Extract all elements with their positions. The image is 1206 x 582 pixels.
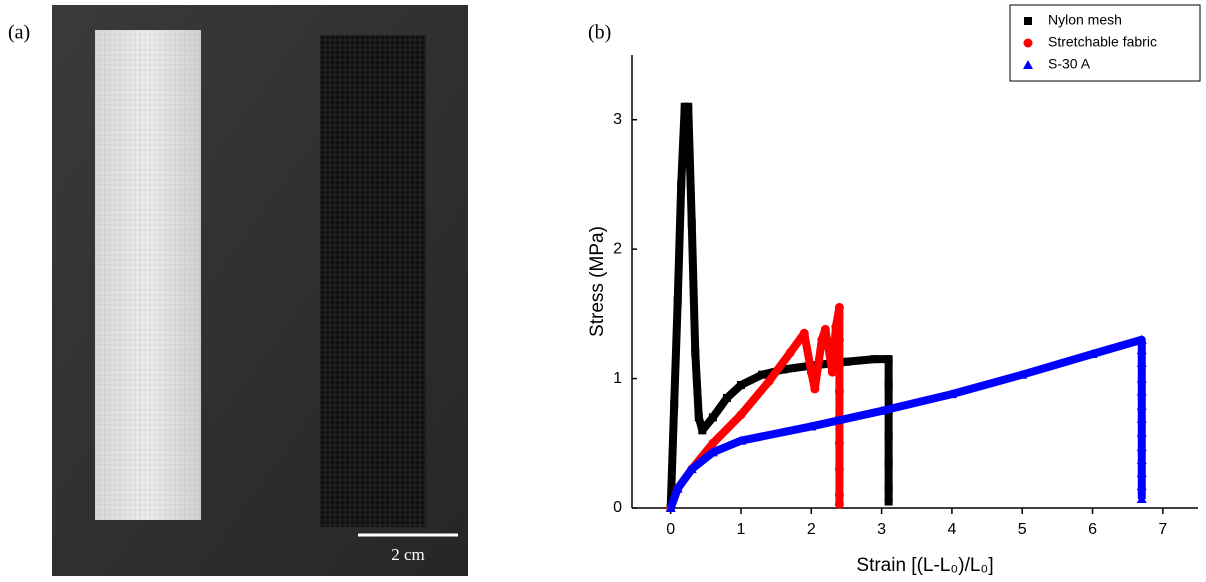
marker [884, 355, 893, 364]
x-tick-label: 4 [947, 521, 956, 538]
marker [884, 381, 893, 390]
marker [736, 410, 746, 420]
marker [1136, 442, 1147, 452]
marker [684, 102, 693, 111]
marker [686, 464, 697, 474]
marker [1136, 400, 1147, 410]
marker [834, 387, 844, 397]
marker [687, 219, 696, 228]
marker [834, 335, 844, 345]
marker [817, 335, 827, 345]
marker [1087, 348, 1098, 358]
marker [876, 405, 887, 415]
marker [806, 367, 816, 377]
y-tick-label: 0 [613, 499, 622, 516]
marker [691, 348, 700, 357]
x-tick-label: 6 [1088, 521, 1097, 538]
series-line [666, 102, 893, 509]
legend-box [1009, 4, 1201, 82]
marker [665, 503, 676, 512]
marker [1136, 427, 1147, 437]
y-axis-label: Stress (MPa) [587, 226, 608, 337]
marker [1136, 468, 1147, 478]
marker [1136, 345, 1147, 355]
legend-label: Stretchable fabric [1048, 34, 1157, 50]
marker [677, 180, 686, 189]
marker [831, 322, 841, 332]
marker [1023, 38, 1033, 48]
marker [735, 435, 746, 445]
marker [820, 324, 830, 334]
marker [1136, 493, 1147, 503]
x-tick-label: 3 [877, 521, 886, 538]
marker [722, 393, 731, 402]
marker [806, 421, 817, 431]
strip-texture [95, 30, 201, 520]
marker [884, 484, 893, 493]
x-tick-label: 2 [807, 521, 816, 538]
black-strip [320, 35, 426, 527]
marker [764, 376, 774, 386]
x-tick-label: 1 [737, 521, 746, 538]
marker [799, 328, 809, 338]
marker [779, 365, 788, 374]
marker [1136, 358, 1147, 368]
marker [1024, 17, 1032, 25]
panel-label: (b) [588, 22, 611, 44]
marker [1136, 373, 1147, 383]
marker [946, 389, 957, 399]
x-tick-label: 5 [1018, 521, 1027, 538]
marker [785, 348, 795, 358]
marker [834, 499, 844, 509]
marker [1136, 413, 1147, 423]
marker [1023, 60, 1033, 69]
marker [758, 370, 767, 379]
y-tick-label: 1 [613, 370, 622, 387]
x-tick-label: 0 [666, 521, 675, 538]
y-tick-label: 3 [613, 111, 622, 128]
marker [1136, 480, 1147, 490]
legend-label: Nylon mesh [1048, 12, 1122, 28]
marker [1136, 334, 1147, 344]
marker [672, 483, 683, 493]
scale-bar-label: 2 cm [391, 545, 425, 564]
marker [827, 367, 837, 377]
marker [1017, 369, 1028, 379]
x-axis-label: Strain [(L-L₀)/L₀] [856, 555, 993, 576]
marker [707, 447, 718, 457]
marker [884, 497, 893, 506]
marker [834, 438, 844, 448]
marker [694, 413, 703, 422]
marker [834, 490, 844, 500]
legend-label: S-30 A [1048, 56, 1091, 72]
series-line [666, 335, 1146, 510]
marker [834, 464, 844, 474]
marker [870, 355, 879, 364]
marker [1136, 455, 1147, 465]
marker [736, 381, 745, 390]
marker [834, 302, 844, 312]
marker [698, 426, 707, 435]
marker [842, 357, 851, 366]
marker [810, 384, 820, 394]
marker [884, 458, 893, 467]
x-tick-label: 7 [1158, 521, 1167, 538]
marker [834, 361, 844, 371]
marker [673, 296, 682, 305]
marker [884, 432, 893, 441]
marker [708, 438, 718, 448]
marker [670, 400, 679, 409]
y-tick-label: 2 [613, 240, 622, 257]
marker [708, 413, 717, 422]
marker [1136, 386, 1147, 396]
panel-label: (a) [8, 22, 30, 44]
